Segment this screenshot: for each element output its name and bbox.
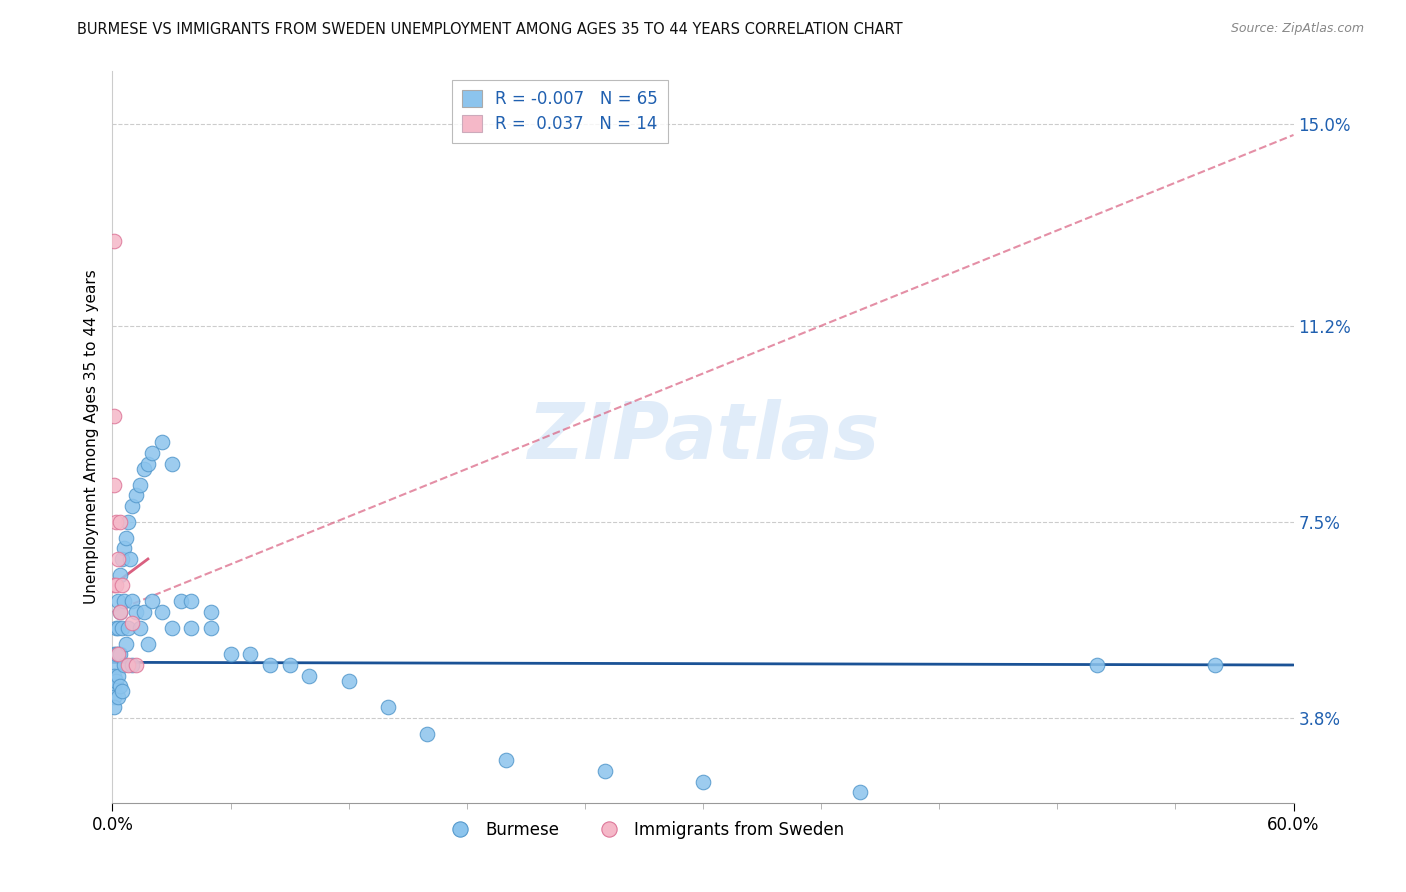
Point bbox=[103, 578, 125, 592]
Point bbox=[180, 621, 202, 635]
Text: ZIPatlas: ZIPatlas bbox=[527, 399, 879, 475]
Point bbox=[129, 621, 152, 635]
Point bbox=[298, 668, 321, 682]
Point bbox=[121, 658, 143, 673]
Point bbox=[1204, 658, 1226, 673]
Point bbox=[111, 578, 134, 592]
Point bbox=[105, 673, 128, 688]
Point bbox=[132, 605, 155, 619]
Point bbox=[105, 648, 128, 662]
Point bbox=[1085, 658, 1108, 673]
Point bbox=[110, 605, 132, 619]
Point bbox=[112, 594, 135, 608]
Point bbox=[125, 605, 148, 619]
Point bbox=[136, 637, 159, 651]
Point bbox=[121, 499, 143, 513]
Point bbox=[495, 753, 517, 767]
Point bbox=[150, 435, 173, 450]
Point bbox=[107, 594, 129, 608]
Point bbox=[110, 567, 132, 582]
Point bbox=[105, 578, 128, 592]
Y-axis label: Unemployment Among Ages 35 to 44 years: Unemployment Among Ages 35 to 44 years bbox=[83, 269, 98, 605]
Point bbox=[110, 515, 132, 529]
Point bbox=[849, 785, 872, 799]
Point bbox=[278, 658, 301, 673]
Point bbox=[337, 673, 360, 688]
Point bbox=[219, 648, 242, 662]
Point bbox=[103, 668, 125, 682]
Point bbox=[103, 690, 125, 704]
Text: Source: ZipAtlas.com: Source: ZipAtlas.com bbox=[1230, 22, 1364, 36]
Point bbox=[160, 621, 183, 635]
Point bbox=[239, 648, 262, 662]
Point bbox=[125, 658, 148, 673]
Point bbox=[107, 648, 129, 662]
Point bbox=[107, 648, 129, 662]
Point bbox=[115, 637, 138, 651]
Point bbox=[103, 409, 125, 423]
Point bbox=[103, 679, 125, 693]
Point bbox=[110, 679, 132, 693]
Point bbox=[117, 621, 139, 635]
Point bbox=[132, 462, 155, 476]
Point bbox=[107, 668, 129, 682]
Point bbox=[105, 621, 128, 635]
Point bbox=[120, 552, 142, 566]
Point bbox=[121, 594, 143, 608]
Point bbox=[593, 764, 616, 778]
Point bbox=[103, 658, 125, 673]
Text: BURMESE VS IMMIGRANTS FROM SWEDEN UNEMPLOYMENT AMONG AGES 35 TO 44 YEARS CORRELA: BURMESE VS IMMIGRANTS FROM SWEDEN UNEMPL… bbox=[77, 22, 903, 37]
Point bbox=[111, 552, 134, 566]
Point bbox=[180, 594, 202, 608]
Point bbox=[112, 658, 135, 673]
Point bbox=[160, 457, 183, 471]
Point bbox=[129, 477, 152, 491]
Point bbox=[141, 446, 163, 460]
Point bbox=[107, 690, 129, 704]
Point bbox=[150, 605, 173, 619]
Point bbox=[117, 515, 139, 529]
Point bbox=[111, 621, 134, 635]
Point bbox=[141, 594, 163, 608]
Point bbox=[110, 648, 132, 662]
Point bbox=[200, 605, 222, 619]
Point bbox=[117, 658, 139, 673]
Point bbox=[136, 457, 159, 471]
Point bbox=[110, 605, 132, 619]
Point bbox=[259, 658, 281, 673]
Point bbox=[103, 477, 125, 491]
Point bbox=[377, 700, 399, 714]
Point bbox=[107, 621, 129, 635]
Point bbox=[111, 684, 134, 698]
Legend: Burmese, Immigrants from Sweden: Burmese, Immigrants from Sweden bbox=[437, 814, 851, 846]
Point bbox=[121, 615, 143, 630]
Point bbox=[112, 541, 135, 556]
Point bbox=[107, 552, 129, 566]
Point bbox=[103, 234, 125, 248]
Point bbox=[170, 594, 193, 608]
Point bbox=[125, 488, 148, 502]
Point bbox=[692, 774, 714, 789]
Point bbox=[105, 515, 128, 529]
Point bbox=[103, 648, 125, 662]
Point bbox=[103, 700, 125, 714]
Point bbox=[416, 727, 439, 741]
Point bbox=[115, 531, 138, 545]
Point bbox=[200, 621, 222, 635]
